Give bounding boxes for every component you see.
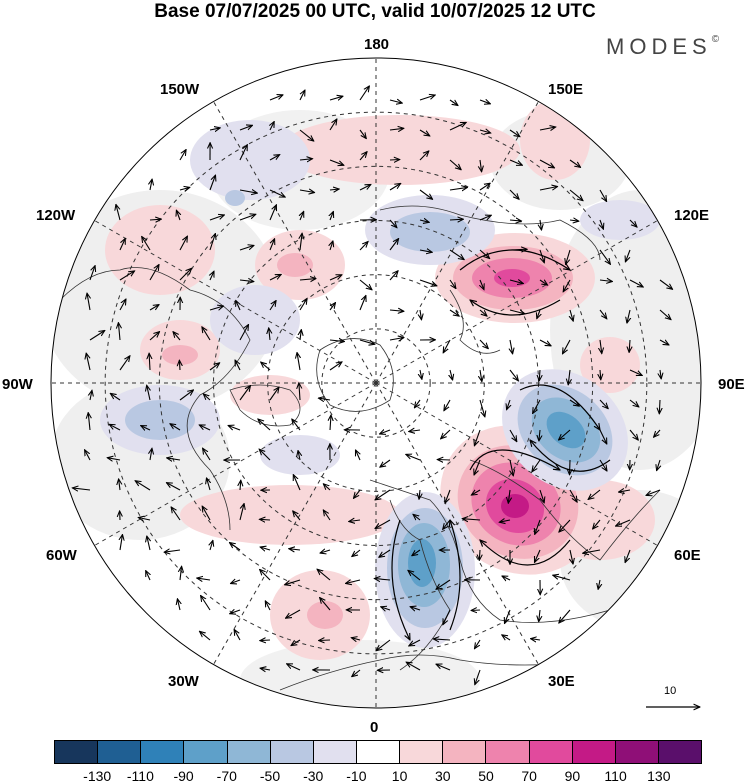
colorbar-tick-label: -30 xyxy=(303,768,323,784)
colorbar-swatch xyxy=(486,741,529,763)
colorbar-swatch xyxy=(616,741,659,763)
colorbar-tick-label: 50 xyxy=(478,768,494,784)
lon-label-150e: 150E xyxy=(548,82,583,98)
lon-label-150w: 150W xyxy=(160,82,199,98)
lon-label-180: 180 xyxy=(364,37,389,53)
colorbar-swatch xyxy=(659,741,701,763)
colorbar-swatch xyxy=(314,741,357,763)
lon-label-60w: 60W xyxy=(46,548,77,564)
wind-vector xyxy=(260,640,270,641)
colorbar-tick-label: -110 xyxy=(127,768,154,784)
colorbar-swatch xyxy=(271,741,314,763)
colorbar-swatch xyxy=(141,741,184,763)
colorbar-tick-label: -90 xyxy=(173,768,193,784)
wind-vector xyxy=(471,610,480,611)
lon-label-30w: 30W xyxy=(168,674,199,690)
colorbar-tick-label: 90 xyxy=(565,768,581,784)
lon-label-60e: 60E xyxy=(674,548,701,564)
colorbar-tick-label: -70 xyxy=(217,768,237,784)
wind-vector xyxy=(570,460,571,475)
colorbar-swatch xyxy=(55,741,98,763)
colorbar-tick-label: 130 xyxy=(647,768,670,784)
colorbar-swatch xyxy=(400,741,443,763)
wind-vector xyxy=(479,550,480,560)
colorbar-tick-label: 30 xyxy=(435,768,451,784)
colorbar-tick-label: -10 xyxy=(346,768,366,784)
lon-label-90w: 90W xyxy=(2,377,33,393)
reference-vector-label: 10 xyxy=(664,685,676,697)
colorbar-tick-label: 110 xyxy=(604,768,626,784)
lon-label-90e: 90E xyxy=(718,377,745,393)
colorbar-tick-label: -130 xyxy=(83,768,111,784)
wind-vector xyxy=(259,519,270,520)
colorbar-tick-label: 10 xyxy=(392,768,408,784)
wind-vector xyxy=(319,640,330,641)
shading-layer xyxy=(40,50,730,720)
colorbar xyxy=(54,740,702,764)
colorbar-swatch xyxy=(228,741,271,763)
colorbar-tick-label: -50 xyxy=(260,768,280,784)
colorbar-tick-label: 70 xyxy=(521,768,537,784)
wind-vector xyxy=(437,460,450,461)
lon-label-0: 0 xyxy=(370,720,378,736)
lon-label-120e: 120E xyxy=(674,208,709,224)
wind-vector xyxy=(179,360,180,370)
colorbar-swatch xyxy=(184,741,227,763)
colorbar-swatch xyxy=(573,741,616,763)
wind-vector xyxy=(390,160,400,161)
lon-label-30e: 30E xyxy=(548,674,575,690)
colorbar-swatch xyxy=(530,741,573,763)
colorbar-swatch xyxy=(357,741,400,763)
colorbar-swatch xyxy=(443,741,486,763)
wind-vector xyxy=(659,400,660,414)
lon-label-120w: 120W xyxy=(36,208,75,224)
colorbar-swatch xyxy=(98,741,141,763)
